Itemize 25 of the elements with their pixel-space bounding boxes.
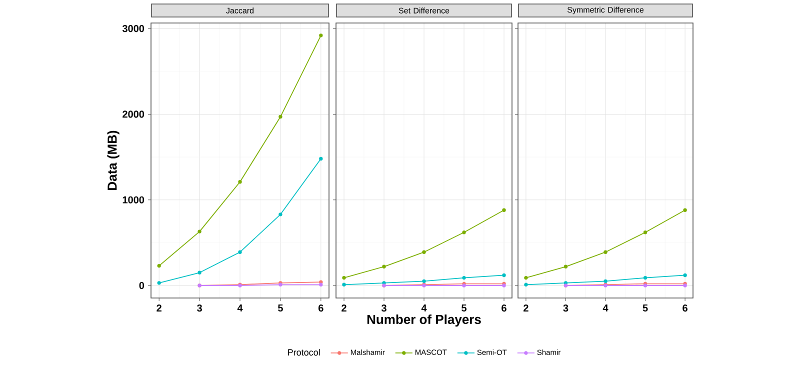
legend-title: Protocol bbox=[288, 348, 320, 356]
x-tick-label: 3 bbox=[381, 304, 386, 312]
chart-title: Set Difference bbox=[398, 8, 450, 14]
x-tick-label: 5 bbox=[642, 304, 648, 312]
chart-title: Symmetric Difference bbox=[567, 6, 644, 14]
x-tick-label: 2 bbox=[342, 304, 346, 312]
y-tick-label: 0 bbox=[139, 282, 144, 290]
x-tick-label: 2 bbox=[156, 304, 162, 312]
x-tick-label: 5 bbox=[462, 304, 467, 312]
x-tick-label: 3 bbox=[197, 304, 202, 312]
y-tick-label: 1000 bbox=[122, 196, 144, 204]
chart-title: Jaccard bbox=[226, 8, 254, 14]
x-tick-label: 4 bbox=[237, 304, 243, 312]
x-axis-title: Number of Players bbox=[367, 314, 481, 327]
y-axis-title: Data (MB) bbox=[107, 130, 120, 190]
y-tick-label: 2000 bbox=[122, 110, 144, 118]
x-tick-label: 5 bbox=[278, 304, 283, 312]
x-tick-label: 3 bbox=[563, 304, 568, 312]
y-tick-label: 3000 bbox=[122, 25, 144, 32]
x-tick-label: 6 bbox=[318, 304, 324, 312]
x-tick-label: 2 bbox=[524, 304, 528, 312]
x-tick-label: 4 bbox=[421, 304, 427, 312]
x-tick-label: 6 bbox=[502, 304, 506, 312]
x-tick-label: 6 bbox=[682, 304, 688, 312]
x-tick-label: 4 bbox=[602, 304, 608, 312]
